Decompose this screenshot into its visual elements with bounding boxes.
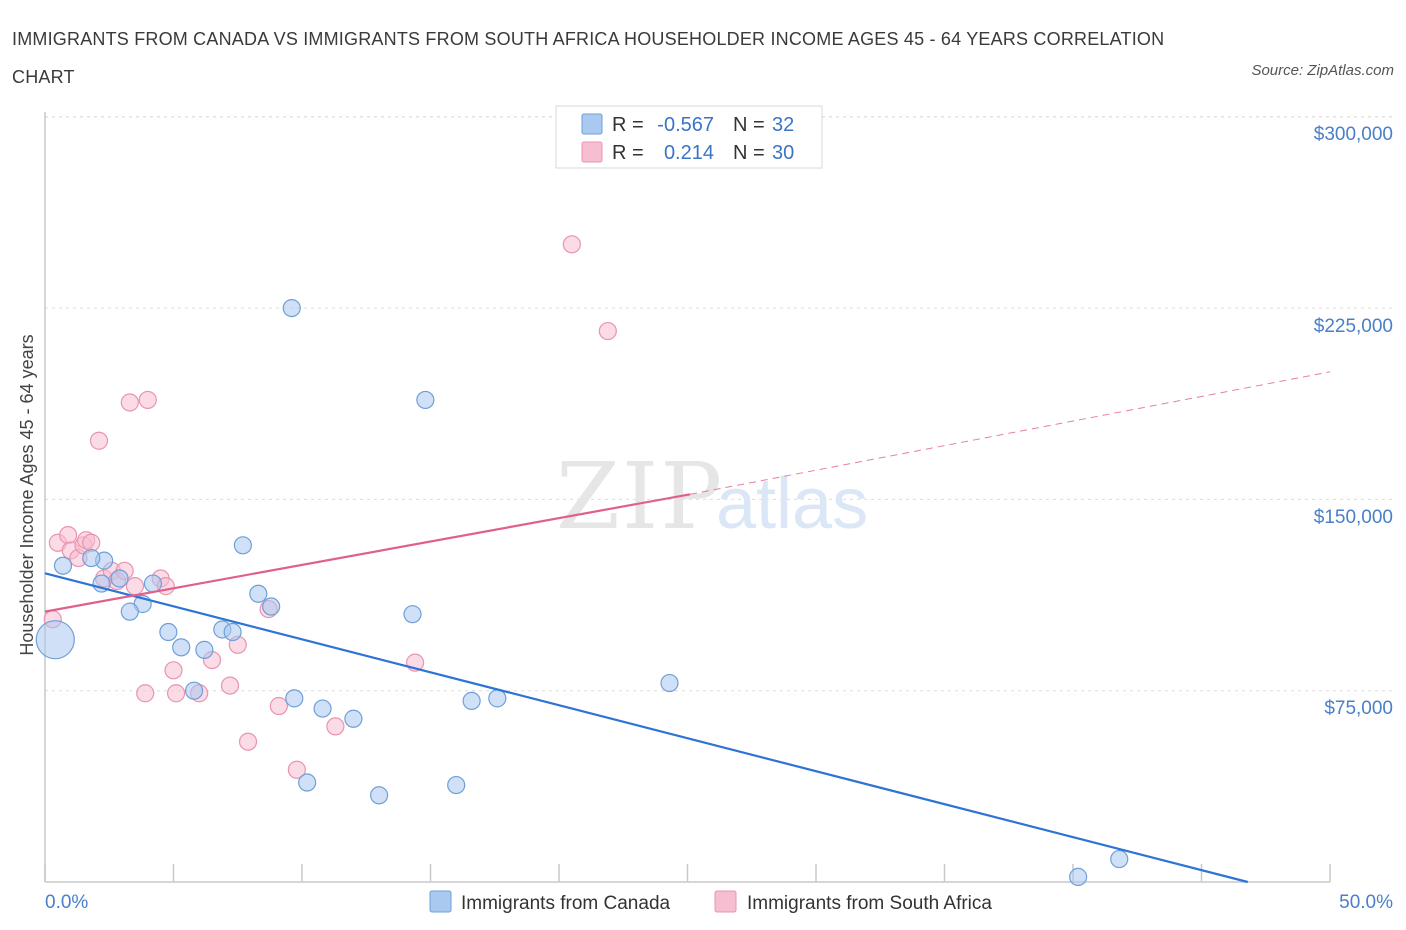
point-canada <box>462 691 481 711</box>
point-canada <box>403 605 422 624</box>
legend-n-label: N = <box>733 114 765 136</box>
y-tick-label: $75,000 <box>1324 698 1393 719</box>
point-canada <box>184 681 204 700</box>
bottom-legend-swatch-south-africa <box>714 890 737 913</box>
point-south-africa <box>59 526 78 545</box>
y-tick-label: $225,000 <box>1314 316 1393 337</box>
watermark-zip: ZIP <box>556 443 724 550</box>
point-canada <box>249 584 268 603</box>
point-south-africa <box>269 696 288 716</box>
bottom-legend-swatch-canada <box>429 890 452 913</box>
point-south-africa <box>138 390 157 410</box>
y-tick-label: $150,000 <box>1314 507 1393 528</box>
legend-r-label: R = <box>612 142 644 164</box>
point-canada <box>223 622 242 642</box>
point-south-africa <box>136 684 155 703</box>
trend-line-south-africa <box>44 493 691 613</box>
bottom-legend: Immigrants from Canada Immigrants from S… <box>429 890 992 914</box>
point-south-africa <box>120 393 139 412</box>
point-south-africa <box>125 577 145 596</box>
point-canada <box>82 548 101 568</box>
point-canada <box>285 689 304 708</box>
point-canada <box>195 640 214 659</box>
legend-n-value-canada: 32 <box>772 114 794 136</box>
point-canada <box>35 620 75 660</box>
point-south-africa <box>562 235 581 254</box>
point-south-africa <box>598 321 617 341</box>
point-canada <box>120 602 139 621</box>
point-south-africa <box>220 676 240 695</box>
point-canada <box>660 673 679 693</box>
legend-r-value-south-africa: 0.214 <box>664 142 714 164</box>
legend-swatch-south-africa <box>581 141 603 163</box>
trend-line-canada <box>44 572 1249 884</box>
series-canada <box>35 299 1129 886</box>
point-canada <box>143 574 163 593</box>
x-tick-label: 0.0% <box>45 892 88 913</box>
bottom-legend-label-south-africa: Immigrants from South Africa <box>747 893 992 914</box>
point-canada <box>488 689 507 708</box>
point-canada <box>282 299 301 318</box>
trend-line-south-africa-extension <box>689 371 1331 495</box>
legend: R = -0.567 N = 32 R = 0.214 N = 30 <box>555 105 823 169</box>
point-canada <box>447 775 466 795</box>
point-canada <box>53 556 73 575</box>
watermark-atlas: atlas <box>716 464 868 544</box>
point-south-africa <box>287 760 306 779</box>
trend-lines <box>44 371 1331 884</box>
x-tick-label: 50.0% <box>1339 892 1393 913</box>
x-ticks <box>44 864 1331 882</box>
point-canada <box>344 709 363 728</box>
legend-n-label: N = <box>733 142 765 164</box>
point-south-africa <box>164 661 183 680</box>
point-canada <box>172 638 191 657</box>
y-axis-label: Householder Income Ages 45 - 64 years <box>17 334 37 655</box>
y-tick-label: $300,000 <box>1314 124 1393 145</box>
point-canada <box>313 699 332 718</box>
point-south-africa <box>326 717 345 736</box>
point-canada <box>159 622 178 642</box>
legend-r-label: R = <box>612 114 644 136</box>
point-canada <box>262 597 281 616</box>
point-south-africa <box>238 732 258 751</box>
point-canada <box>233 536 252 555</box>
point-canada <box>370 786 389 805</box>
chart-title: IMMIGRANTS FROM CANADA VS IMMIGRANTS FRO… <box>12 29 1165 87</box>
point-canada <box>1110 849 1129 869</box>
point-south-africa <box>166 684 186 703</box>
grid <box>45 116 1393 692</box>
point-canada <box>298 773 317 792</box>
legend-r-value-canada: -0.567 <box>657 114 714 136</box>
point-canada <box>1069 867 1088 886</box>
point-south-africa <box>82 533 101 552</box>
point-south-africa <box>89 431 109 450</box>
point-canada <box>416 390 435 410</box>
point-canada <box>110 569 129 588</box>
bottom-legend-label-canada: Immigrants from Canada <box>461 893 671 914</box>
legend-n-value-south-africa: 30 <box>772 142 794 164</box>
source-label: Source: ZipAtlas.com <box>1251 62 1394 79</box>
legend-swatch-canada <box>581 113 603 135</box>
